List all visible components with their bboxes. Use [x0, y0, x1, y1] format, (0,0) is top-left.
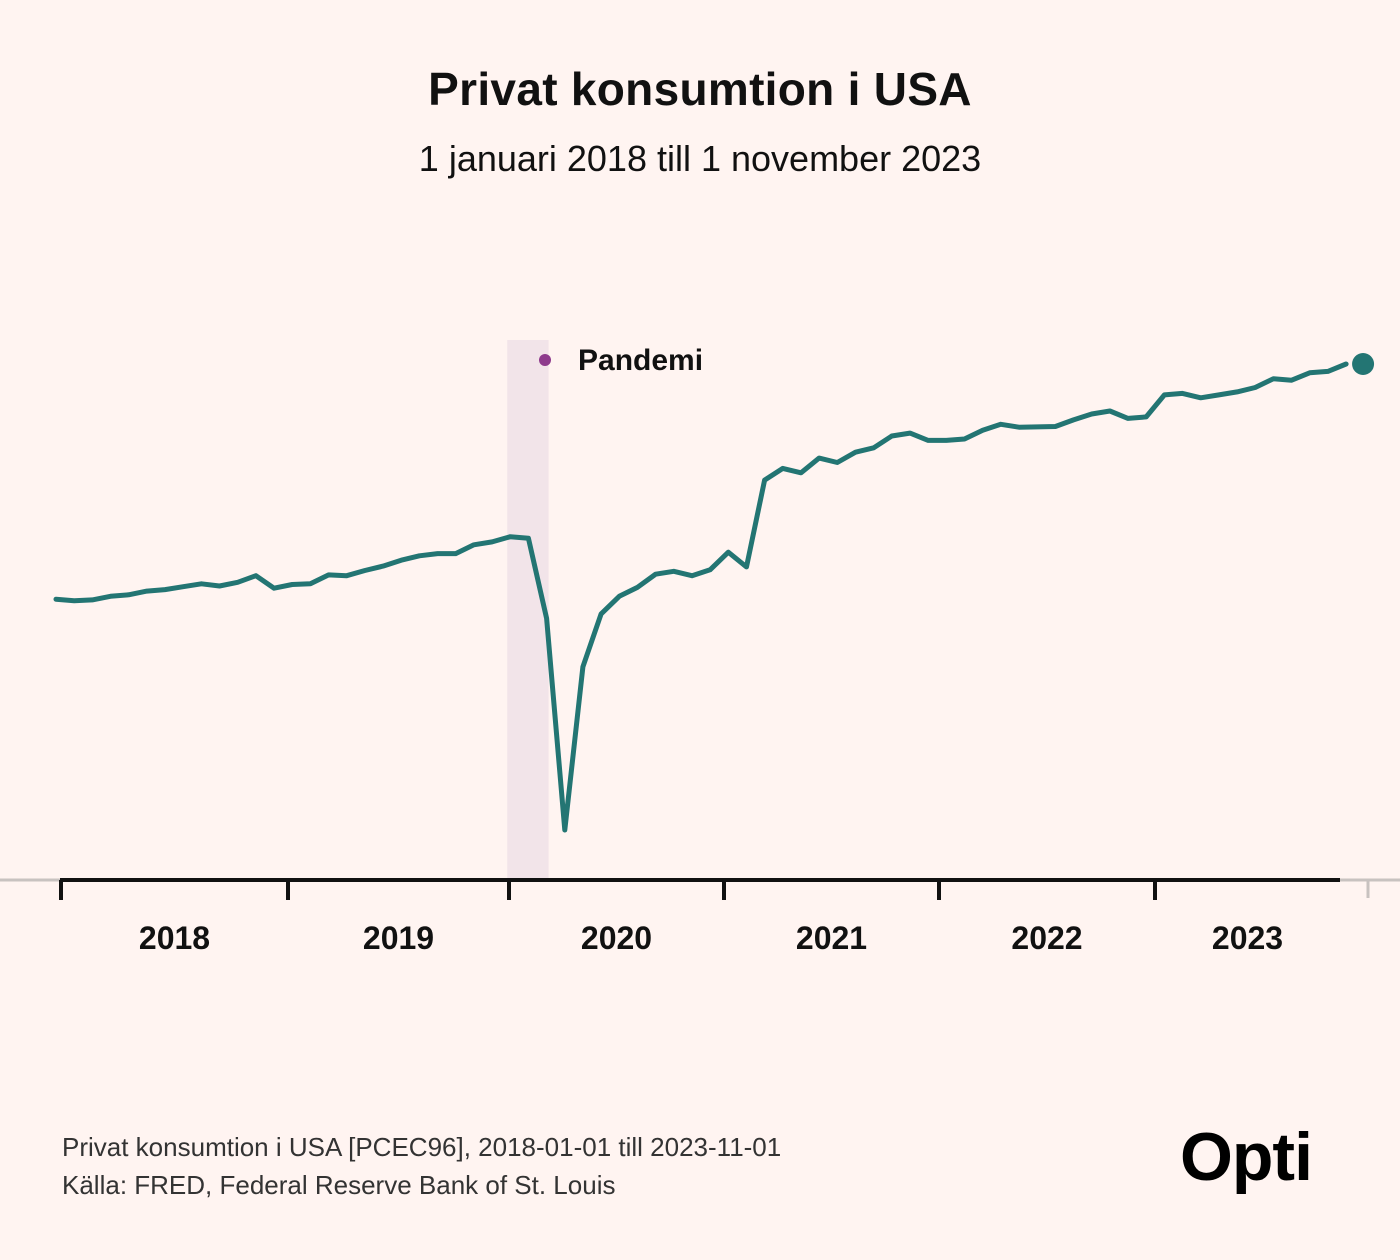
- series-layer: [53, 353, 1375, 833]
- series-endpoint: [1352, 353, 1375, 375]
- chart-title: Privat konsumtion i USA: [428, 63, 972, 115]
- x-tick-label-2022: 2022: [1011, 920, 1082, 956]
- pandemic-label: Pandemi: [578, 344, 703, 377]
- x-axis: 2018 2019 2020 2021 2022 2023: [0, 878, 1400, 956]
- pandemic-marker: [539, 354, 551, 366]
- series-line-0: [53, 361, 1349, 833]
- pandemic-band-layer: [507, 340, 549, 880]
- x-tick-label-2023: 2023: [1212, 920, 1283, 956]
- x-tick-label-2021: 2021: [796, 920, 867, 956]
- opti-logo: Opti: [1180, 1119, 1313, 1195]
- x-tick-label-2018: 2018: [139, 920, 210, 956]
- x-tick-label-2020: 2020: [581, 920, 652, 956]
- source-line-1: Privat konsumtion i USA [PCEC96], 2018-0…: [62, 1132, 782, 1162]
- source-line-2: Källa: FRED, Federal Reserve Bank of St.…: [62, 1170, 616, 1200]
- label-layer: Pandemi: [539, 344, 703, 377]
- chart-subtitle: 1 januari 2018 till 1 november 2023: [418, 138, 982, 179]
- x-tick-label-2019: 2019: [363, 920, 434, 956]
- pandemic-band: [507, 340, 549, 880]
